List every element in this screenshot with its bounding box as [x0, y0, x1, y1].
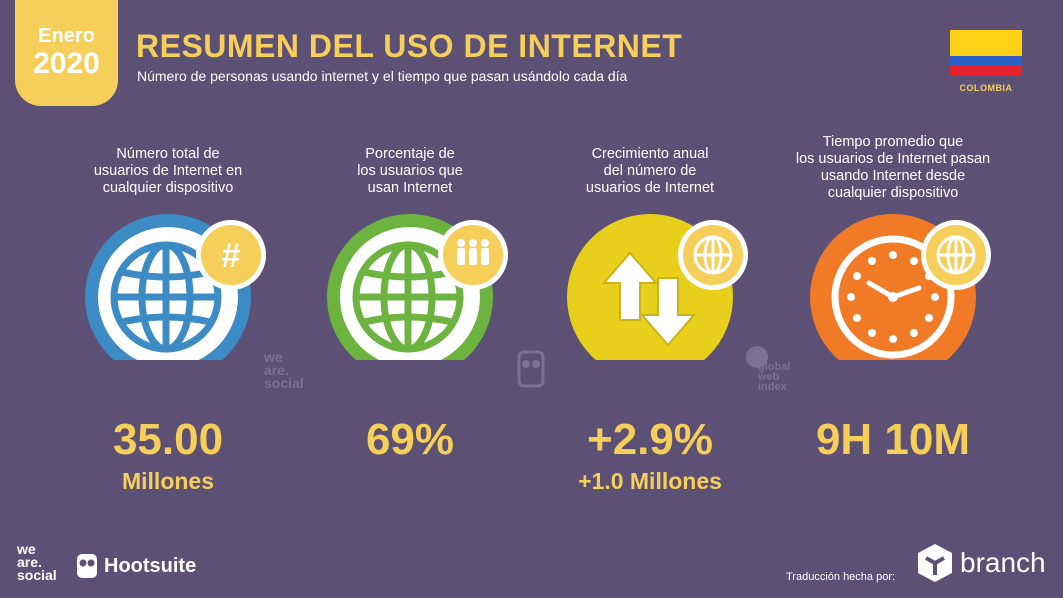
svg-text:#: #: [222, 237, 241, 275]
translation-credit: Traducción hecha por:: [786, 571, 896, 583]
stat-value: 9H 10M: [815, 415, 971, 464]
branch-icon: [918, 544, 952, 582]
colombia-flag: COLOMBIA: [950, 30, 1022, 93]
badge-month: Enero: [38, 25, 95, 47]
hootsuite-logo: Hootsuite: [76, 553, 196, 579]
stat-label: Número total de usuarios de Internet en …: [93, 146, 243, 196]
gwi-watermark: global web index: [758, 361, 791, 393]
branch-logo: branch: [916, 542, 1046, 584]
country-label: COLOMBIA: [959, 83, 1013, 93]
arrows-globe-icon: [567, 214, 748, 360]
stat-label: Tiempo promedio que los usuarios de Inte…: [795, 134, 991, 201]
stat-label: Porcentaje de los usuarios que usan Inte…: [357, 146, 463, 196]
stat-sub: Millones: [121, 468, 214, 494]
was-watermark: we are. social: [264, 349, 304, 391]
stat-growth: Crecimiento anual del número de usuarios…: [530, 0, 770, 598]
globe-people-icon: [327, 214, 508, 360]
badge-year: 2020: [33, 47, 100, 80]
stat-value: 35.00: [112, 415, 224, 464]
clock-globe-icon: [810, 214, 991, 360]
stat-sub: +1.0 Millones: [578, 468, 722, 494]
stat-time: Tiempo promedio que los usuarios de Inte…: [773, 0, 1013, 598]
stat-value: 69%: [365, 415, 455, 464]
owl-icon: [77, 554, 97, 578]
branch-name: branch: [960, 547, 1046, 578]
hootsuite-name: Hootsuite: [104, 554, 197, 577]
globe-hash-icon: #: [85, 214, 266, 360]
stat-total-users: Número total de usuarios de Internet en …: [48, 0, 288, 598]
date-badge: Enero 2020: [15, 0, 118, 106]
stat-percentage: Porcentaje de los usuarios que usan Inte…: [290, 0, 530, 598]
we-are-social-logo: we are. social: [17, 541, 57, 583]
page-subtitle: Número de personas usando internet y el …: [137, 68, 628, 84]
stat-value: +2.9%: [587, 415, 713, 464]
page-title: RESUMEN DEL USO DE INTERNET: [136, 28, 683, 64]
gwi-watermark-icon: [746, 346, 768, 368]
stat-label: Crecimiento anual del número de usuarios…: [585, 146, 715, 196]
owl-watermark-icon: [517, 350, 545, 388]
